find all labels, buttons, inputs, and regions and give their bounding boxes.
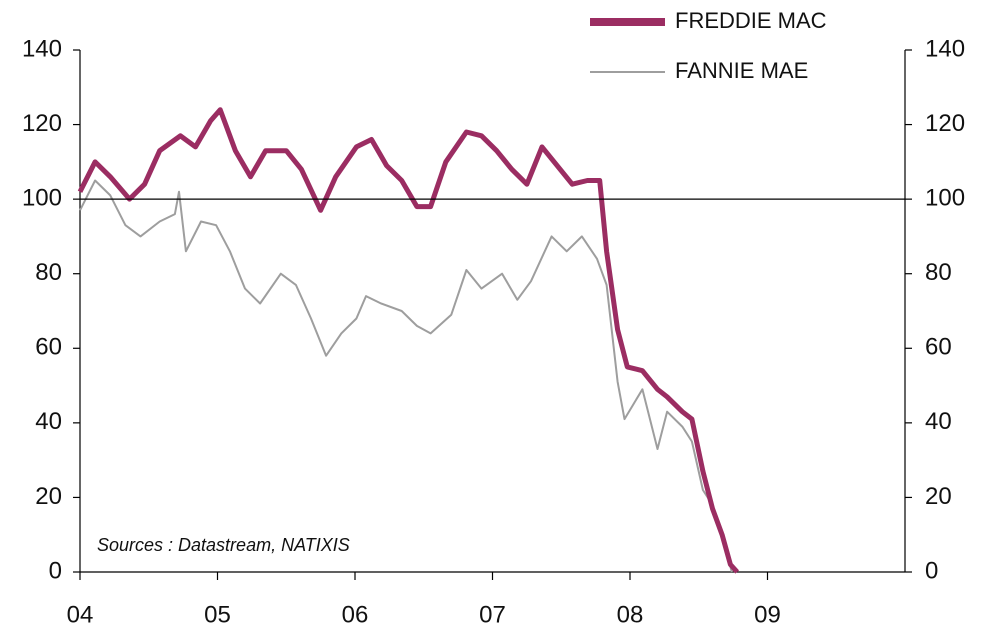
x-tick-label: 08 [617,601,644,628]
y2-tick-label: 140 [925,35,965,62]
y2-tick-label: 80 [925,259,952,286]
y-tick-label: 60 [35,334,62,361]
source-note: Sources : Datastream, NATIXIS [97,535,350,555]
y-tick-label: 0 [49,557,62,584]
x-tick-label: 04 [67,601,94,628]
y2-tick-label: 60 [925,334,952,361]
series-line [79,179,733,573]
x-tick-label: 09 [754,601,781,628]
legend-label: FANNIE MAE [675,58,808,83]
legend-label: FREDDIE MAC [675,8,827,33]
x-tick-label: 06 [342,601,369,628]
y-tick-label: 100 [22,184,62,211]
x-tick-label: 05 [204,601,231,628]
series-line [77,107,740,574]
y-tick-label: 140 [22,35,62,62]
y2-tick-label: 100 [925,184,965,211]
y-tick-label: 20 [35,483,62,510]
y-tick-label: 120 [22,110,62,137]
y-tick-label: 80 [35,259,62,286]
x-tick-label: 07 [479,601,506,628]
y2-tick-label: 0 [925,557,938,584]
y2-tick-label: 20 [925,483,952,510]
y-tick-label: 40 [35,408,62,435]
y2-tick-label: 40 [925,408,952,435]
y2-tick-label: 120 [925,110,965,137]
